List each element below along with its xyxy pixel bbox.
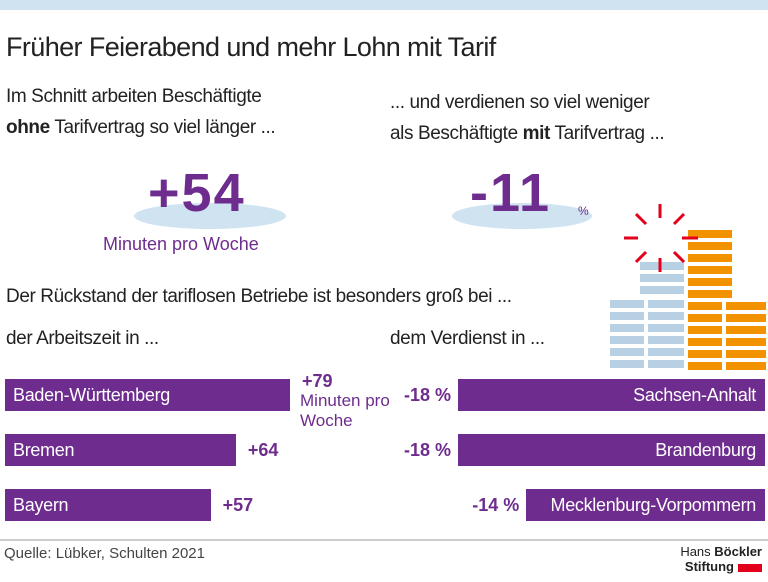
unit-label: Minuten pro Woche (300, 391, 390, 430)
top-strip (0, 0, 768, 10)
logo-mark (738, 564, 762, 572)
source: Quelle: Lübker, Schulten 2021 (4, 545, 205, 562)
bar (5, 489, 211, 521)
intro-text: Tarifvertrag so viel länger ... (54, 117, 276, 138)
building-icon (610, 204, 766, 370)
bar-category-label: Baden-Württemberg (13, 385, 170, 405)
intro-text: als Beschäftigte mit Tarifvertrag ... (390, 123, 665, 145)
value-label: +79 (302, 371, 333, 391)
section-heading: Der Rückstand der tariflosen Betriebe is… (6, 286, 512, 307)
bar-category-label: Bayern (13, 495, 69, 515)
intro-text: Tarifvertrag ... (554, 123, 665, 144)
title: Früher Feierabend und mehr Lohn mit Tari… (6, 32, 496, 62)
intro-text: ohne Tarifvertrag so viel länger ... (6, 117, 276, 139)
chart-subtitle: dem Verdienst in ... (390, 328, 545, 349)
bar (458, 434, 765, 466)
bar-category-label: Mecklenburg-Vorpommern (550, 495, 757, 515)
bar-category-label: Brandenburg (655, 440, 756, 460)
bar (5, 379, 290, 411)
value-label: -18 % (403, 440, 451, 460)
figure-backdrop (134, 203, 286, 229)
key-figure: +54 (148, 163, 246, 223)
value-label: -18 % (403, 385, 451, 405)
bar-category-label: Bremen (13, 440, 75, 460)
bar (5, 434, 236, 466)
key-figure-unit: % (578, 204, 589, 218)
value-label: +57 (222, 495, 254, 515)
bar (458, 379, 765, 411)
intro-bold: mit (522, 123, 551, 144)
logo: Hans Böckler Stiftung (680, 544, 762, 574)
intro-text: ... und verdienen so viel weniger (390, 92, 650, 113)
logo-text: Böckler (714, 544, 762, 559)
chart-subtitle: der Arbeitszeit in ... (6, 328, 159, 349)
value-label: +64 (247, 440, 279, 460)
key-figure: -11 (470, 163, 552, 223)
key-figure-unit: Minuten pro Woche (103, 234, 259, 254)
bar-category-label: Sachsen-Anhalt (633, 385, 756, 405)
bar (526, 489, 765, 521)
intro-text: als Beschäftigte (390, 123, 518, 144)
value-label: -14 % (472, 495, 520, 515)
figure-backdrop (452, 203, 592, 229)
intro-bold: ohne (6, 117, 50, 138)
intro-text: Im Schnitt arbeiten Beschäftigte (6, 86, 262, 107)
logo-text: Hans (680, 544, 711, 559)
logo-text: Stiftung (684, 559, 734, 574)
